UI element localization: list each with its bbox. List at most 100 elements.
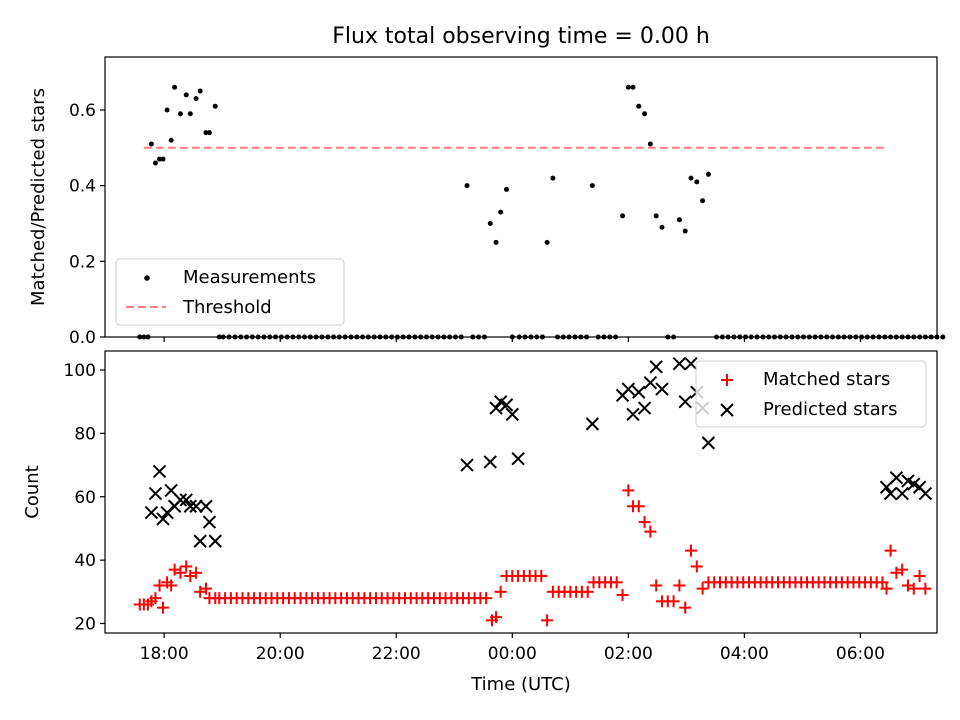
measurement-point — [560, 334, 566, 340]
measurement-point — [705, 171, 711, 177]
measurement-point — [493, 239, 499, 245]
measurement-point — [899, 334, 905, 340]
matched-stars-point — [684, 544, 697, 557]
measurement-point — [216, 334, 222, 340]
measurement-point — [168, 137, 174, 143]
measurement-point — [157, 156, 163, 162]
measurement-point — [383, 334, 389, 340]
measurement-point — [630, 84, 636, 90]
matched-stars-point — [884, 544, 897, 557]
measurement-point — [760, 334, 766, 340]
matched-stars-point — [581, 585, 594, 598]
measurement-point — [534, 334, 540, 340]
matched-stars-point — [638, 516, 651, 529]
measurement-point — [748, 334, 754, 340]
measurement-point — [255, 334, 261, 340]
measurement-point — [613, 334, 619, 340]
legend-predicted-label: Predicted stars — [763, 399, 897, 420]
measurement-point — [544, 239, 550, 245]
measurement-point — [319, 334, 325, 340]
predicted-stars-point — [643, 375, 658, 390]
predicted-stars-point — [895, 486, 909, 501]
measurement-point — [441, 334, 447, 340]
legend-box — [115, 258, 345, 326]
measurement-point — [429, 334, 435, 340]
measurement-point — [853, 334, 859, 340]
measurement-point — [589, 183, 595, 189]
measurement-point — [719, 334, 725, 340]
measurement-point — [244, 334, 250, 340]
measurement-point — [578, 334, 584, 340]
measurement-point — [659, 224, 665, 230]
measurement-point — [183, 92, 189, 98]
measurement-point — [841, 334, 847, 340]
measurement-point — [354, 334, 360, 340]
measurement-point — [238, 334, 244, 340]
measurement-point — [864, 334, 870, 340]
measurement-point — [922, 334, 928, 340]
measurement-point — [487, 220, 493, 226]
predicted-stars-point — [489, 401, 503, 415]
measurement-point — [642, 111, 648, 117]
measurement-point — [447, 334, 453, 340]
measurement-point — [187, 111, 193, 117]
predicted-stars-point — [889, 471, 904, 485]
matched-stars-point — [494, 585, 507, 598]
measurement-point — [917, 334, 923, 340]
measurement-point — [394, 334, 400, 340]
matched-stars-point — [632, 500, 645, 513]
matched-stars-point — [907, 582, 920, 595]
measurement-point — [818, 334, 824, 340]
measurement-point — [160, 156, 166, 162]
measurement-point — [772, 334, 778, 340]
measurement-point — [870, 334, 876, 340]
measurement-point — [365, 334, 371, 340]
measurement-point — [940, 334, 946, 340]
predicted-stars-point — [883, 486, 898, 501]
matched-stars-point — [673, 579, 686, 592]
measurement-point — [824, 334, 830, 340]
measurement-point — [830, 334, 836, 340]
predicted-stars-point — [701, 436, 716, 450]
measurement-point — [481, 334, 487, 340]
measurement-point — [476, 334, 482, 340]
y-tick-label: 80 — [74, 424, 96, 444]
ratio-panel-y-ticks: 0.0 0.2 0.4 0.6 — [69, 101, 105, 348]
measurement-point — [458, 334, 464, 340]
measurement-point — [164, 107, 170, 113]
predicted-stars-point — [637, 401, 652, 415]
measurement-point — [377, 334, 383, 340]
predicted-stars-point — [678, 394, 692, 409]
measurement-point — [302, 334, 308, 340]
matched-stars-point — [165, 579, 178, 592]
predicted-stars-point — [621, 382, 636, 396]
measurement-point — [464, 183, 470, 189]
measurement-point — [876, 334, 882, 340]
measurement-point — [665, 334, 671, 340]
matched-stars-point — [644, 525, 657, 538]
x-tick-label: 00:00 — [488, 644, 537, 664]
measurement-point — [882, 334, 888, 340]
measurement-point — [470, 334, 476, 340]
measurement-point — [566, 334, 572, 340]
measurement-point — [516, 334, 522, 340]
measurement-point — [789, 334, 795, 340]
legend-measurements-label: Measurements — [183, 267, 316, 288]
predicted-stars-point — [189, 499, 203, 513]
measurement-point — [206, 130, 212, 136]
predicted-stars-point — [202, 515, 217, 529]
legend-measurements-marker — [144, 275, 150, 281]
x-tick-label: 22:00 — [372, 644, 421, 664]
count-panel-x-ticks: 18:00 20:00 22:00 00:00 02:00 04:00 06:00 — [140, 633, 885, 664]
measurement-point — [550, 175, 556, 181]
measurement-point — [584, 334, 590, 340]
measurement-point — [423, 334, 429, 340]
matched-stars-point — [610, 576, 623, 589]
matched-stars-point — [679, 601, 692, 614]
measurement-point — [636, 103, 642, 109]
measurement-point — [731, 334, 737, 340]
measurement-point — [911, 334, 917, 340]
matched-stars-point — [490, 611, 503, 624]
matched-stars-point — [480, 592, 493, 605]
measurement-point — [400, 334, 406, 340]
